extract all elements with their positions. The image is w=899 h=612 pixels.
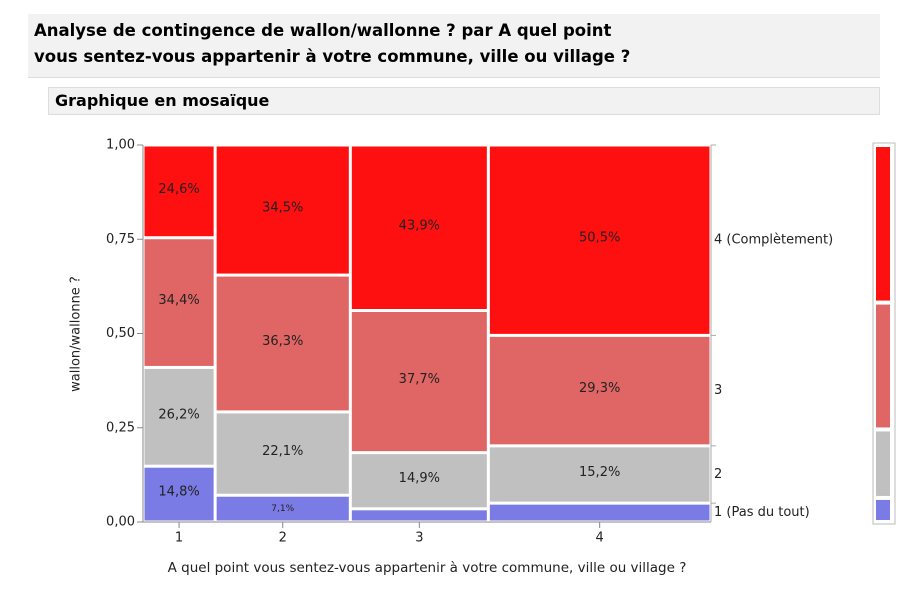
mosaic-cell bbox=[489, 447, 710, 502]
y-tick-label: 0,00 bbox=[106, 515, 135, 530]
legend-swatch bbox=[876, 147, 890, 301]
legend-swatch bbox=[876, 499, 890, 520]
mosaic-cell bbox=[216, 413, 349, 494]
level-label: 3 bbox=[714, 383, 722, 398]
legend-swatch bbox=[876, 304, 890, 428]
legend-frame bbox=[872, 142, 896, 525]
data-label: 34,5% bbox=[262, 201, 303, 216]
mosaic-cell bbox=[216, 276, 349, 411]
data-label: 14,8% bbox=[158, 485, 199, 500]
mosaic-cell bbox=[351, 312, 487, 452]
x-tick-label: 1 bbox=[175, 531, 183, 546]
data-label: 43,9% bbox=[399, 218, 440, 233]
y-tick-label: 0,25 bbox=[106, 420, 135, 435]
mosaic-cell bbox=[144, 146, 214, 237]
mosaic-cell bbox=[351, 510, 487, 521]
data-label: 14,9% bbox=[399, 471, 440, 486]
subtitle: Graphique en mosaïque bbox=[48, 87, 880, 115]
y-tick-label: 0,75 bbox=[106, 232, 135, 247]
title: Analyse de contingence de wallon/wallonn… bbox=[34, 21, 631, 66]
mosaic-cell bbox=[489, 336, 710, 445]
legend-swatch bbox=[876, 431, 890, 496]
data-label: 50,5% bbox=[579, 231, 620, 246]
x-tick-label: 2 bbox=[279, 531, 287, 546]
data-label: 22,1% bbox=[262, 444, 303, 459]
x-axis-label: A quel point vous sentez-vous appartenir… bbox=[167, 560, 687, 576]
data-label: 36,3% bbox=[262, 334, 303, 349]
data-label: 34,4% bbox=[158, 293, 199, 308]
data-label: 26,2% bbox=[158, 407, 199, 422]
data-label: 15,2% bbox=[579, 465, 620, 480]
mosaic-cell bbox=[216, 496, 349, 521]
y-tick-label: 0,50 bbox=[106, 326, 135, 341]
data-label: 24,6% bbox=[158, 182, 199, 197]
y-tick-label: 1,00 bbox=[106, 138, 135, 153]
data-label: 29,3% bbox=[579, 381, 620, 396]
title-bar: Analyse de contingence de wallon/wallonn… bbox=[28, 14, 880, 78]
data-label: 7,1% bbox=[271, 504, 294, 514]
x-tick-label: 3 bbox=[415, 531, 423, 546]
mosaic-cell bbox=[489, 504, 710, 521]
data-label: 37,7% bbox=[399, 372, 440, 387]
level-label: 4 (Complètement) bbox=[714, 233, 833, 248]
mosaic-cell bbox=[351, 146, 487, 310]
x-tick-label: 4 bbox=[596, 531, 604, 546]
y-axis-label: wallon/wallonne ? bbox=[69, 276, 84, 392]
mosaic-cell bbox=[351, 454, 487, 508]
mosaic-cell bbox=[216, 146, 349, 274]
mosaic-cell bbox=[144, 467, 214, 521]
mosaic-cell bbox=[144, 368, 214, 465]
mosaic-cell bbox=[144, 239, 214, 366]
level-label: 1 (Pas du tout) bbox=[714, 505, 810, 520]
level-label: 2 bbox=[714, 467, 722, 482]
mosaic-cell bbox=[489, 146, 710, 334]
